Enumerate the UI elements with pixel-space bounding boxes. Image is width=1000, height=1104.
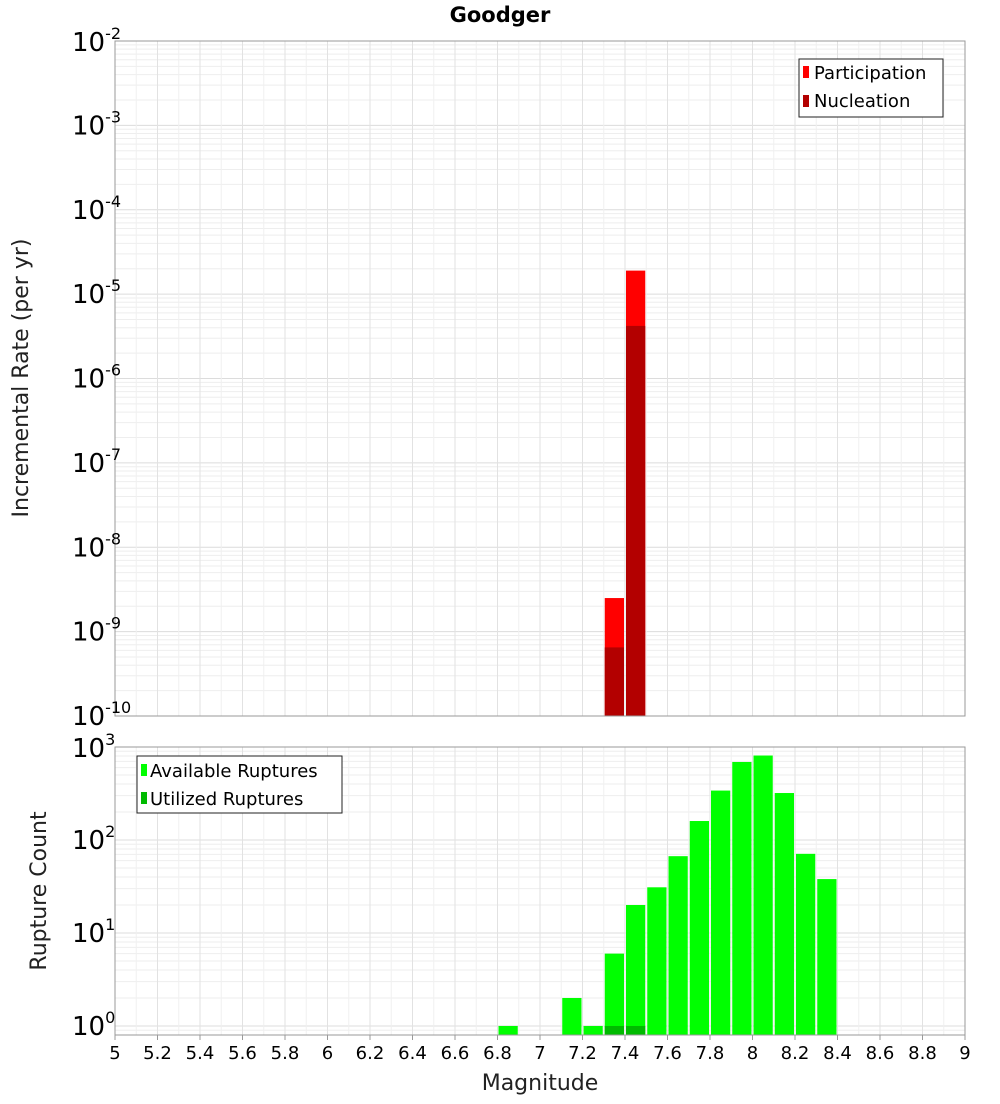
x-tick-label: 7.2 bbox=[568, 1043, 597, 1064]
legend-swatch-nucleation bbox=[803, 95, 809, 107]
top-bar-nucleation bbox=[604, 647, 624, 716]
x-tick-label: 7.4 bbox=[611, 1043, 640, 1064]
legend-swatch-available-ruptures bbox=[141, 764, 147, 776]
legend-label-utilized-ruptures: Utilized Ruptures bbox=[150, 789, 303, 810]
top-grid bbox=[114, 40, 966, 717]
bottom-bars bbox=[498, 755, 837, 1035]
bottom-bar-available-ruptures bbox=[562, 997, 582, 1035]
x-tick-label: 7.6 bbox=[653, 1043, 682, 1064]
top-y-tick-label: 10-8 bbox=[72, 529, 121, 563]
top-legend-box bbox=[798, 58, 944, 118]
legend-label-nucleation: Nucleation bbox=[814, 91, 910, 112]
top-plot-frame bbox=[114, 40, 966, 717]
bottom-bar-available-ruptures bbox=[668, 856, 688, 1035]
legend-label-participation: Participation bbox=[814, 63, 926, 84]
bottom-legend-box bbox=[136, 755, 343, 814]
top-bar-nucleation bbox=[626, 325, 646, 716]
bottom-y-tick-label: 102 bbox=[72, 822, 115, 856]
x-tick-label: 5.6 bbox=[228, 1043, 257, 1064]
x-tick-label: 7 bbox=[534, 1043, 545, 1064]
bottom-bar-available-ruptures bbox=[711, 790, 731, 1035]
x-tick-label: 5.2 bbox=[143, 1043, 172, 1064]
top-bars bbox=[604, 270, 646, 716]
x-axis-label: Magnitude bbox=[482, 1071, 599, 1096]
bottom-y-tick-label: 103 bbox=[72, 730, 115, 764]
bottom-y-tick-label: 100 bbox=[72, 1008, 115, 1042]
x-tick-label: 6 bbox=[322, 1043, 333, 1064]
legend-label-available-ruptures: Available Ruptures bbox=[150, 761, 318, 782]
top-y-tick-label: 10-3 bbox=[72, 107, 121, 141]
x-tick-label: 5.4 bbox=[186, 1043, 215, 1064]
legend-swatch-utilized-ruptures bbox=[141, 792, 147, 804]
bottom-y-tick-label: 101 bbox=[72, 915, 115, 949]
bottom-bar-utilized-ruptures bbox=[604, 1025, 624, 1035]
top-y-tick-labels: 10-2 10-3 10-4 10-5 10-6 10-7 10-8 10-9 10-10 bbox=[72, 24, 131, 732]
x-tick-label: 8.6 bbox=[866, 1043, 895, 1064]
top-y-tick-label: 10-5 bbox=[72, 276, 121, 310]
top-y-tick-label: 10-7 bbox=[72, 445, 121, 479]
x-tick-label: 8 bbox=[747, 1043, 758, 1064]
top-y-tick-label: 10-4 bbox=[72, 192, 121, 226]
bottom-bar-available-ruptures bbox=[689, 821, 709, 1035]
x-tick-labels: 5 5.2 5.4 5.6 5.8 6 6.2 6.4 6.6 6.8 7 7.2 7.4 7.6 7.8 8… bbox=[109, 1035, 971, 1064]
top-y-tick-label: 10-9 bbox=[72, 614, 121, 648]
x-tick-label: 6.8 bbox=[483, 1043, 512, 1064]
bottom-bar-utilized-ruptures bbox=[626, 1025, 646, 1035]
bottom-legend: Available Ruptures Utilized Ruptures bbox=[136, 755, 343, 814]
x-tick-label: 5 bbox=[109, 1043, 120, 1064]
x-tick-label: 8.2 bbox=[781, 1043, 810, 1064]
bottom-bar-available-ruptures bbox=[753, 755, 773, 1035]
top-y-tick-label: 10-2 bbox=[72, 24, 121, 58]
bottom-bar-available-ruptures bbox=[583, 1025, 603, 1035]
x-tick-label: 7.8 bbox=[696, 1043, 725, 1064]
chart-title: Goodger bbox=[450, 3, 551, 27]
bottom-bar-available-ruptures bbox=[732, 761, 752, 1035]
bottom-bar-available-ruptures bbox=[604, 953, 624, 1035]
x-tick-label: 8.4 bbox=[823, 1043, 852, 1064]
bottom-bar-available-ruptures bbox=[498, 1025, 518, 1035]
x-tick-label: 6.2 bbox=[356, 1043, 385, 1064]
x-tick-label: 6.6 bbox=[441, 1043, 470, 1064]
x-tick-label: 8.8 bbox=[908, 1043, 937, 1064]
bottom-bar-available-ruptures bbox=[796, 853, 816, 1035]
bottom-bar-available-ruptures bbox=[626, 904, 646, 1035]
top-y-tick-label: 10-6 bbox=[72, 361, 121, 395]
top-legend: Participation Nucleation bbox=[798, 58, 944, 118]
legend-swatch-participation bbox=[803, 66, 809, 78]
bottom-bar-available-ruptures bbox=[647, 887, 667, 1035]
bottom-bar-available-ruptures bbox=[774, 793, 794, 1035]
bottom-y-tick-labels: 103 102 101 100 bbox=[72, 730, 115, 1042]
x-tick-label: 5.8 bbox=[271, 1043, 300, 1064]
bottom-bar-available-ruptures bbox=[817, 879, 837, 1035]
x-tick-label: 9 bbox=[959, 1043, 970, 1064]
top-y-axis-label: Incremental Rate (per yr) bbox=[9, 239, 34, 518]
x-tick-label: 6.4 bbox=[398, 1043, 427, 1064]
top-y-tick-label: 10-10 bbox=[72, 698, 131, 732]
bottom-y-axis-label: Rupture Count bbox=[27, 811, 52, 971]
